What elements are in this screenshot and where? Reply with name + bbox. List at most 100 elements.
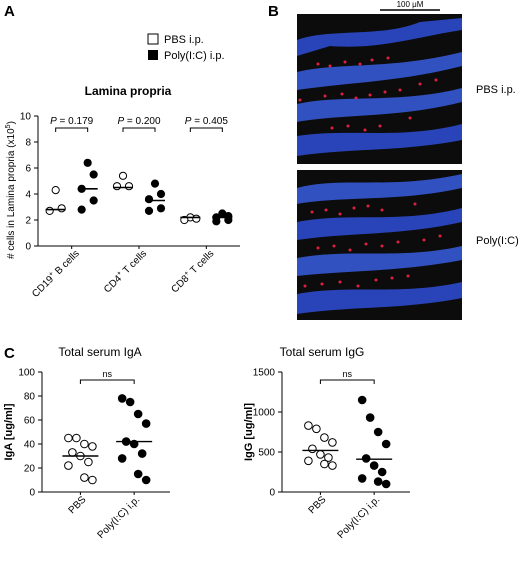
data-point-polyic bbox=[373, 427, 383, 437]
data-point-polyic bbox=[381, 439, 391, 449]
epithelium-band bbox=[297, 124, 462, 156]
significance-bracket bbox=[319, 379, 375, 384]
data-point-polyic bbox=[77, 205, 86, 214]
chart-iga-plot: 0 20 40 60 80 100 PBS Poly(I:C) i.p. ns bbox=[18, 368, 170, 541]
y-tick-label: 10 bbox=[20, 112, 32, 123]
data-point-polyic bbox=[369, 461, 379, 470]
data-point-pbs bbox=[45, 206, 54, 215]
data-point-polyic bbox=[89, 196, 98, 205]
panel-letter-c: C bbox=[4, 345, 15, 362]
legend-label-polyic: Poly(I:C) i.p. bbox=[164, 50, 225, 62]
data-point-pbs bbox=[80, 439, 89, 449]
data-point-polyic bbox=[365, 413, 375, 422]
y-tick-label: 0 bbox=[25, 242, 31, 253]
red-stain-cells bbox=[303, 202, 442, 288]
y-tick-label: 1500 bbox=[253, 368, 276, 379]
x-tick-label: Poly(I:C) i.p. bbox=[336, 494, 383, 541]
chart-iga-title: Total serum IgA bbox=[58, 345, 141, 359]
p-value-label: P = 0.405 bbox=[185, 116, 229, 127]
p-value-label: P = 0.179 bbox=[50, 116, 94, 127]
data-point-pbs bbox=[312, 424, 321, 434]
data-point-polyic bbox=[137, 449, 147, 458]
chart-igg-plot: 0 500 1000 1500 PBS Poly(I:C) i.p. ns bbox=[253, 368, 410, 541]
data-point-polyic bbox=[156, 204, 166, 213]
data-point-polyic bbox=[144, 206, 154, 215]
data-point-polyic bbox=[133, 469, 143, 479]
data-point-polyic bbox=[373, 477, 383, 486]
y-tick-label: 40 bbox=[24, 440, 36, 451]
data-point-polyic bbox=[117, 394, 127, 403]
micrograph-polyic-label: Poly(I:C) i.p. bbox=[476, 235, 520, 247]
data-point-pbs bbox=[320, 433, 329, 442]
panel-letter-a: A bbox=[4, 3, 15, 20]
x-tick-label: PBS bbox=[307, 494, 329, 516]
x-tick-label: CD4+ T cells bbox=[101, 248, 149, 296]
data-point-pbs bbox=[88, 442, 97, 451]
data-point-polyic bbox=[83, 158, 92, 167]
data-point-polyic bbox=[357, 474, 367, 483]
data-point-polyic bbox=[117, 454, 127, 463]
y-tick-label: 20 bbox=[24, 464, 36, 475]
data-point-pbs bbox=[118, 171, 128, 180]
data-point-polyic bbox=[377, 467, 387, 477]
data-point-pbs bbox=[192, 214, 201, 223]
y-tick-label: 2 bbox=[25, 216, 31, 227]
data-point-polyic bbox=[156, 189, 166, 199]
legend-swatch-open bbox=[147, 33, 159, 45]
data-point-pbs bbox=[316, 450, 325, 459]
epithelium-band bbox=[297, 282, 462, 314]
data-point-pbs bbox=[328, 461, 337, 470]
p-value-label: P = 0.200 bbox=[117, 116, 161, 127]
epithelium-band bbox=[297, 208, 462, 240]
chart-a-ylabel: # cells in Lamina propria (x105) bbox=[5, 121, 17, 259]
data-point-polyic bbox=[125, 397, 135, 407]
data-point-pbs bbox=[64, 461, 73, 470]
significance-label: ns bbox=[343, 369, 353, 379]
data-point-pbs bbox=[88, 475, 97, 485]
chart-iga-ylabel: IgA [ug/ml] bbox=[3, 403, 15, 460]
chart-a-plot: 0 2 4 6 8 10 P = 0.179 CD19+ B cells P = 0.200 CD… bbox=[20, 112, 240, 300]
scale-bar-label: 100 μM bbox=[397, 0, 424, 9]
chart-igg-ylabel: IgG [ug/ml] bbox=[243, 403, 255, 461]
x-tick-label: Poly(I:C) i.p. bbox=[96, 494, 143, 541]
micrograph-pbs bbox=[297, 14, 462, 164]
significance-bracket bbox=[122, 127, 156, 132]
micrograph-polyic bbox=[297, 170, 462, 320]
data-point-polyic bbox=[357, 395, 367, 405]
significance-bracket bbox=[189, 127, 223, 132]
data-point-pbs bbox=[80, 473, 89, 482]
data-point-pbs bbox=[112, 182, 122, 191]
data-point-pbs bbox=[328, 438, 337, 447]
data-point-pbs bbox=[324, 453, 333, 462]
data-point-pbs bbox=[57, 204, 66, 213]
epithelium-band bbox=[297, 18, 462, 56]
data-point-pbs bbox=[304, 421, 313, 430]
legend-a: PBS i.p. Poly(I:C) i.p. bbox=[147, 33, 225, 62]
data-point-pbs bbox=[72, 433, 81, 443]
y-tick-label: 1000 bbox=[253, 408, 276, 419]
data-point-polyic bbox=[381, 479, 391, 489]
data-point-polyic bbox=[133, 409, 143, 419]
epithelium-band bbox=[297, 174, 462, 204]
y-tick-label: 6 bbox=[25, 164, 31, 175]
data-point-polyic bbox=[89, 170, 98, 179]
red-stain-cells bbox=[298, 56, 438, 132]
legend-label-pbs: PBS i.p. bbox=[164, 34, 204, 46]
y-tick-label: 60 bbox=[24, 416, 36, 427]
y-tick-label: 0 bbox=[269, 488, 275, 499]
data-point-pbs bbox=[84, 457, 93, 467]
data-point-polyic bbox=[361, 454, 371, 463]
data-point-pbs bbox=[51, 186, 60, 195]
micrograph-pbs-label: PBS i.p. bbox=[476, 84, 516, 96]
data-point-pbs bbox=[68, 448, 77, 457]
data-point-polyic bbox=[150, 179, 160, 188]
data-point-pbs bbox=[64, 433, 73, 443]
data-point-pbs bbox=[320, 459, 329, 469]
x-tick-label: CD8+ T cells bbox=[169, 248, 217, 296]
chart-a-title: Lamina propria bbox=[85, 84, 172, 98]
data-point-polyic bbox=[141, 419, 151, 428]
y-tick-label: 0 bbox=[29, 488, 35, 499]
significance-bracket bbox=[79, 379, 135, 384]
significance-bracket bbox=[55, 127, 89, 132]
